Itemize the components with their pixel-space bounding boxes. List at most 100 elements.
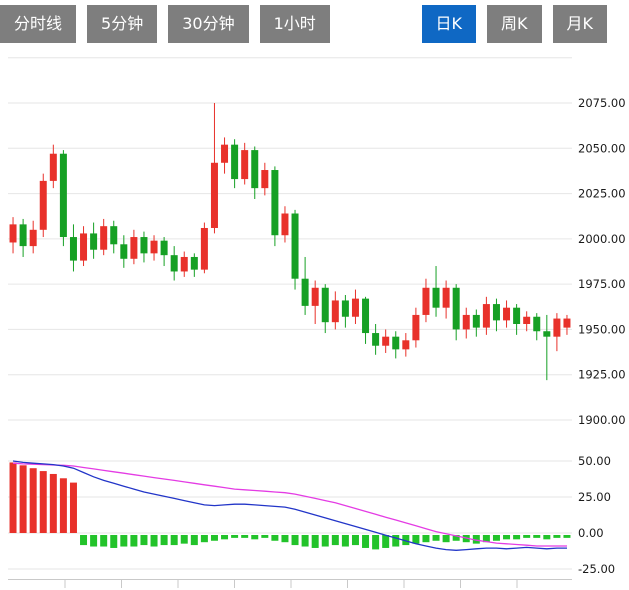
macd-bar-down [553,535,561,538]
tab-30min[interactable]: 30分钟 [168,5,249,43]
candle-body [271,170,279,236]
macd-bar-down [372,535,380,550]
macd-bar-down [482,535,490,543]
candle-body [130,237,138,259]
price-axis-label: 1900.00 [578,413,626,427]
candle-body [291,213,299,279]
candle-body [140,237,148,254]
macd-bar-down [432,535,440,541]
tab-timeline[interactable]: 分时线 [0,5,77,43]
candle-body [160,240,168,256]
macd-histogram [9,462,571,550]
macd-bar-down [150,535,158,547]
candle-body [553,318,561,337]
price-axis-label: 2075.00 [578,96,626,110]
macd-bar-down [160,535,168,546]
candle-body [533,316,541,332]
macd-bar-up [9,462,17,533]
macd-bar-down [382,535,390,548]
candle-body [321,287,329,323]
macd-bar-down [331,535,339,546]
macd-bar-down [231,535,239,538]
candle-body [432,287,440,308]
macd-bar-down [110,535,118,548]
candle-body [543,331,551,337]
price-axis-label: 1975.00 [578,277,626,291]
candle-body [221,144,229,163]
candle-body [311,287,319,306]
candle-body [422,287,430,315]
macd-bar-down [402,535,410,546]
candle-body [341,300,349,317]
candle-body [382,336,390,346]
macd-bar-down [351,535,359,546]
macd-bar-down [341,535,349,547]
macd-bar-down [80,535,88,546]
macd-bar-down [442,535,450,543]
candle-body [251,150,259,189]
macd-bar-down [311,535,319,548]
candle-body [29,229,37,247]
macd-bar-up [29,468,37,533]
candle-body [241,150,249,180]
macd-bar-down [422,535,430,543]
candle-body [210,162,218,228]
candle-body [281,213,289,236]
candle-body [392,336,400,350]
price-axis-label: 2050.00 [578,141,626,155]
macd-bar-down [492,535,500,541]
tab-monthly-k[interactable]: 月K [552,5,607,43]
price-axis-labels: 2075.00 2050.00 2025.00 2000.00 1975.00 1950.… [578,96,626,427]
macd-bar-down [533,535,541,538]
candle-body [261,170,269,189]
candle-body [49,153,57,181]
candle-body [110,226,118,245]
macd-axis-labels: 50.00 25.00 0.00 -25.00 [578,454,615,576]
macd-bar-down [180,535,188,544]
tab-weekly-k[interactable]: 周K [487,5,542,43]
price-axis-label: 1950.00 [578,322,626,336]
tab-1hour[interactable]: 1小时 [259,5,330,43]
candle-body [190,256,198,270]
macd-bar-down [281,535,289,543]
candle-body [170,255,178,272]
macd-bar-down [90,535,98,547]
candle-body [39,180,47,230]
timeframe-toolbar: 分时线 5分钟 30分钟 1小时 日K 周K 月K [0,5,607,43]
candle-body [513,307,521,324]
candle-body [69,237,77,261]
candle-body [492,304,500,321]
candle-body [462,314,470,330]
tab-5min[interactable]: 5分钟 [87,5,158,43]
macd-bar-up [59,478,67,533]
macd-axis-label: 0.00 [578,526,604,540]
candle-body [200,227,208,270]
macd-bar-down [170,535,178,546]
macd-bar-down [472,535,480,544]
x-axis-ticks [64,579,518,588]
tab-daily-k-active[interactable]: 日K [421,5,476,43]
candle-body [80,233,88,261]
macd-bar-up [39,471,47,533]
dea-line [12,462,567,547]
macd-bar-down [251,535,259,540]
candle-body [231,144,239,180]
macd-bar-down [241,535,249,538]
macd-bar-up [49,473,57,533]
macd-bar-down [362,535,370,548]
candle-body [472,314,480,328]
macd-bar-down [120,535,128,547]
macd-axis-label: 50.00 [578,454,611,468]
macd-axis-label: 25.00 [578,490,611,504]
macd-bar-down [210,535,218,541]
macd-bar-down [140,535,148,546]
macd-bar-down [543,535,551,540]
candle-body [351,298,359,317]
macd-grid [8,460,572,570]
macd-bar-down [100,535,108,547]
candle-body [523,316,531,324]
macd-bar-down [291,535,299,546]
macd-bar-down [221,535,229,540]
